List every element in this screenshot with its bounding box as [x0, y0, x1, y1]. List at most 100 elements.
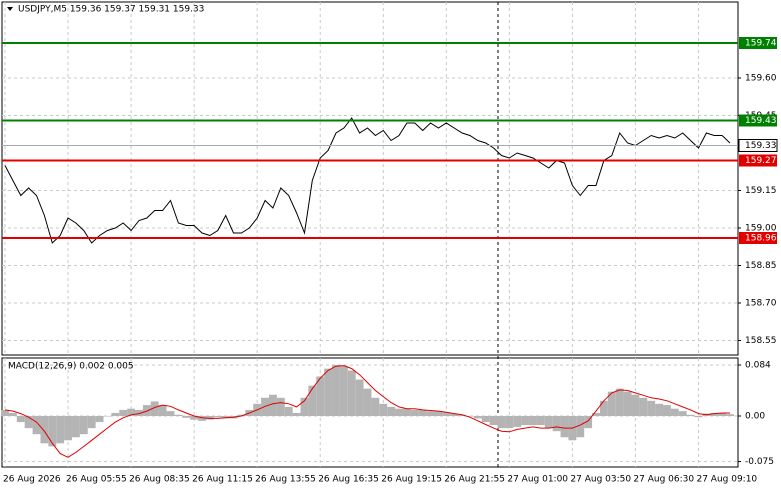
histogram-bar	[284, 406, 293, 416]
histogram-bar	[276, 397, 285, 416]
x-tick-label: 27 Aug 09:10	[696, 475, 757, 485]
histogram-bar	[103, 415, 112, 417]
histogram-bar	[473, 415, 482, 419]
histogram-bar	[24, 415, 33, 429]
histogram-bar	[513, 415, 522, 427]
x-tick-label: 26 Aug 21:55	[444, 475, 505, 485]
histogram-bar	[544, 415, 553, 429]
histogram-bar	[371, 397, 380, 416]
histogram-bar	[576, 415, 585, 438]
histogram-bar	[111, 412, 120, 416]
histogram-bar	[434, 411, 443, 416]
y-tick-label: -0.075	[745, 457, 774, 467]
x-tick-label: 27 Aug 01:00	[507, 475, 568, 485]
histogram-bar	[48, 415, 57, 447]
level-label: 159.74	[745, 39, 777, 49]
histogram-bar	[607, 391, 616, 416]
histogram-bar	[584, 415, 593, 429]
histogram-bar	[221, 415, 230, 419]
y-tick-label: 158.85	[745, 261, 777, 271]
level-tag	[739, 37, 777, 49]
histogram-bar	[135, 409, 143, 416]
histogram-bar	[599, 400, 608, 416]
histogram-bar	[127, 408, 136, 416]
macd-title: MACD(12,26,9) 0.002 0.005	[8, 362, 134, 372]
histogram-bar	[686, 414, 695, 416]
histogram-bar	[268, 394, 277, 416]
histogram-bar	[497, 415, 506, 429]
histogram-bar	[71, 415, 80, 438]
histogram-bar	[300, 397, 309, 416]
signal-line	[4, 365, 730, 458]
histogram-bar	[536, 415, 545, 426]
histogram-bar	[308, 385, 317, 416]
histogram-bar	[694, 415, 703, 418]
histogram-bar	[355, 379, 364, 416]
histogram-bar	[678, 411, 687, 416]
histogram-bar	[481, 415, 490, 423]
histogram-bar	[292, 412, 301, 416]
histogram-bar	[166, 411, 175, 416]
histogram-bar	[347, 370, 356, 416]
histogram-bar	[647, 400, 656, 416]
histogram-bar	[87, 415, 96, 429]
histogram-bar	[505, 415, 514, 429]
histogram-bar	[560, 415, 569, 438]
histogram-bar	[718, 412, 727, 416]
histogram-bar	[489, 415, 498, 426]
histogram-bar	[402, 408, 411, 416]
histogram-bar	[339, 366, 348, 416]
histogram-bar	[410, 409, 419, 416]
histogram-bar	[552, 415, 561, 432]
histogram-bar	[95, 415, 104, 423]
current-price-label: 159.33	[745, 141, 777, 151]
histogram-bar	[726, 414, 734, 416]
y-tick-label: 159.60	[745, 74, 777, 84]
histogram-bar	[592, 412, 600, 416]
histogram-bar	[205, 415, 214, 420]
x-tick-label: 26 Aug 11:15	[192, 475, 253, 485]
level-label: 159.43	[745, 116, 777, 126]
histogram-bar	[32, 415, 41, 435]
histogram-bar	[158, 405, 167, 416]
histogram-bar	[182, 415, 191, 418]
histogram-bar	[670, 408, 679, 416]
x-tick-label: 26 Aug 2026	[3, 475, 61, 485]
histogram-bar	[142, 405, 151, 416]
level-tag	[739, 114, 777, 127]
x-tick-label: 27 Aug 06:30	[633, 475, 694, 485]
x-tick-label: 26 Aug 13:55	[255, 475, 316, 485]
histogram-bar	[631, 394, 640, 416]
x-tick-label: 27 Aug 03:50	[570, 475, 631, 485]
histogram-bar	[190, 415, 199, 420]
x-tick-label: 26 Aug 08:35	[129, 475, 190, 485]
dropdown-icon	[7, 7, 13, 11]
histogram-bar	[324, 368, 333, 416]
histogram-bar	[663, 405, 671, 416]
histogram-bar	[150, 401, 159, 416]
y-tick-label: 159.00	[745, 224, 777, 234]
histogram-bar	[418, 409, 427, 416]
histogram-bar	[237, 414, 246, 416]
level-label: 158.96	[745, 234, 777, 244]
histogram-bar	[79, 415, 88, 435]
histogram-bar	[119, 409, 128, 416]
histogram-bar	[379, 403, 388, 416]
histogram-bar	[639, 397, 648, 416]
histogram-bar	[213, 415, 222, 418]
y-tick-label: 158.70	[745, 299, 777, 309]
histogram-bar	[529, 415, 537, 426]
histogram-bar	[655, 403, 664, 416]
chart-title: USDJPY,M5 159.36 159.37 159.31 159.33	[18, 5, 204, 15]
y-tick-label: 159.15	[745, 186, 777, 196]
histogram-bar	[426, 411, 435, 416]
histogram-bar	[56, 415, 65, 444]
histogram-bar	[458, 414, 467, 416]
current-price-tag	[738, 139, 778, 152]
histogram-bar	[710, 412, 719, 416]
histogram-bar	[442, 412, 451, 416]
histogram-bar	[1, 409, 9, 416]
histogram-bar	[623, 391, 632, 416]
histogram-bar	[466, 415, 474, 417]
